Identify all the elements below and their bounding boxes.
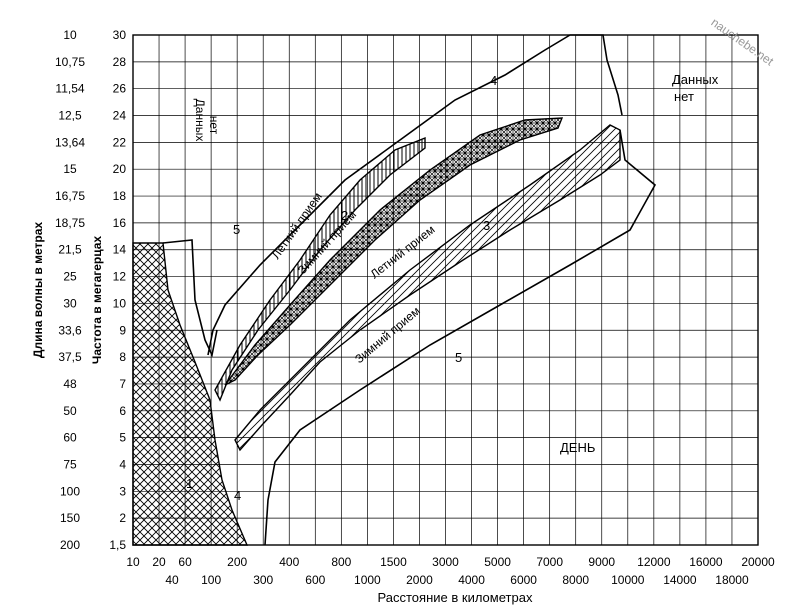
wavelength-tick-label: 15 [63,162,77,176]
x-tick-label-upper: 20 [152,555,166,569]
curve-region-5-left [162,239,218,358]
frequency-tick-label: 26 [113,82,127,96]
x-axis-ticks-upper-row: 10 20 60 200 400 800 1500 3000 5000 7000 9000 12000… [126,555,775,569]
wavelength-tick-label: 75 [63,457,77,471]
frequency-tick-label: 18 [113,189,127,203]
wavelength-tick-label: 13,64 [55,135,85,149]
wavelength-tick-label: 60 [63,431,77,445]
wavelength-tick-label: 10 [63,28,77,42]
frequency-tick-label: 6 [119,404,126,418]
region-label-4-top: 4 [490,73,497,88]
no-data-right-line1: Данных [672,72,719,87]
wavelength-tick-label: 18,75 [55,216,85,230]
frequency-tick-label: 3 [119,484,126,498]
region-2-fill [214,136,426,402]
frequency-tick-label: 1,5 [109,538,126,552]
region-label-3: 3 [483,218,490,233]
frequency-tick-label: 14 [113,243,127,257]
wavelength-tick-label: 11,54 [55,82,84,96]
x-axis-ticks-lower-row: 40 100 300 600 1000 2000 4000 6000 8000 10000 1400… [165,573,749,587]
region-label-2: 2 [341,208,348,223]
day-label: ДЕНЬ [560,440,595,455]
x-tick-label-upper: 7000 [536,555,563,569]
wavelength-tick-label: 10,75 [55,55,85,69]
x-tick-label-lower: 100 [201,573,221,587]
x-tick-label-lower: 14000 [663,573,697,587]
wavelength-tick-label: 150 [60,511,80,525]
curve-region-4-upper [207,34,623,356]
region-label-5-right: 5 [455,350,462,365]
wavelength-tick-label: 16,75 [55,189,85,203]
frequency-tick-label: 7 [119,377,126,391]
region-cross-fill [224,117,564,386]
frequency-axis-title: Частота в мегагерцах [90,236,104,365]
frequency-tick-label: 10 [113,296,127,310]
wavelength-axis-title: Длина волны в метрах [31,222,45,358]
curve-region-5-lower [264,129,657,546]
frequency-tick-label: 20 [113,162,127,176]
region-1-fill [132,242,249,546]
frequency-tick-label: 30 [113,28,127,42]
x-tick-label-lower: 300 [253,573,273,587]
region-label-1: 1 [186,476,193,491]
x-tick-label-upper: 1500 [380,555,407,569]
x-tick-label-upper: 16000 [689,555,723,569]
frequency-tick-label: 22 [113,135,127,149]
wavelength-tick-label: 33,6 [58,323,82,337]
frequency-tick-label: 16 [113,216,127,230]
x-tick-label-upper: 12000 [637,555,671,569]
x-tick-label-lower: 40 [165,573,179,587]
x-tick-label-lower: 6000 [510,573,537,587]
wavelength-tick-label: 48 [63,377,77,391]
x-tick-label-upper: 5000 [484,555,511,569]
region-3-fill [234,124,621,452]
no-data-left-line2: нет [207,116,221,135]
wavelength-tick-label: 30 [63,296,77,310]
x-tick-label-upper: 60 [178,555,192,569]
x-tick-label-lower: 4000 [458,573,485,587]
x-tick-label-lower: 18000 [715,573,749,587]
wavelength-tick-label: 37,5 [58,350,82,364]
frequency-tick-label: 28 [113,55,127,69]
wavelength-tick-label: 100 [60,484,80,498]
x-tick-label-lower: 2000 [406,573,433,587]
no-data-right-line2: нет [674,89,694,104]
frequency-tick-label: 5 [119,431,126,445]
x-tick-label-upper: 20000 [741,555,775,569]
frequency-tick-label: 12 [113,270,127,284]
x-tick-label-upper: 10 [126,555,140,569]
x-tick-label-upper: 200 [227,555,247,569]
frequency-tick-label: 9 [119,323,126,337]
wavelength-tick-label: 12,5 [58,109,82,123]
wavelength-tick-label: 50 [63,404,77,418]
x-tick-label-lower: 1000 [354,573,381,587]
x-tick-label-upper: 800 [331,555,351,569]
frequency-tick-label: 4 [119,457,126,471]
x-axis-title: Расстояние в километрах [378,590,533,605]
x-tick-label-upper: 9000 [588,555,615,569]
x-tick-label-lower: 8000 [562,573,589,587]
x-tick-label-upper: 400 [279,555,299,569]
wavelength-tick-label: 25 [63,270,77,284]
x-tick-label-lower: 10000 [611,573,645,587]
wavelength-axis-ticks: 10 10,75 11,54 12,5 13,64 15 16,75 18,75 21,5 25 3… [55,28,85,552]
wavelength-tick-label: 200 [60,538,80,552]
frequency-tick-label: 24 [113,109,127,123]
region-label-4-bottom: 4 [234,488,241,503]
frequency-tick-label: 2 [119,511,126,525]
x-tick-label-lower: 600 [305,573,325,587]
wavelength-tick-label: 21,5 [58,243,82,257]
watermark: nauchebe.net [708,15,776,69]
x-tick-label-upper: 3000 [432,555,459,569]
frequency-axis-ticks: 30 28 26 24 22 20 18 16 14 12 10 9 8 7 6 5 4 3 2 1,5 [109,28,126,552]
no-data-left-line1: Данных [193,99,207,142]
chart-grid [132,34,759,546]
frequency-tick-label: 8 [119,350,126,364]
region-label-5-left: 5 [233,222,240,237]
